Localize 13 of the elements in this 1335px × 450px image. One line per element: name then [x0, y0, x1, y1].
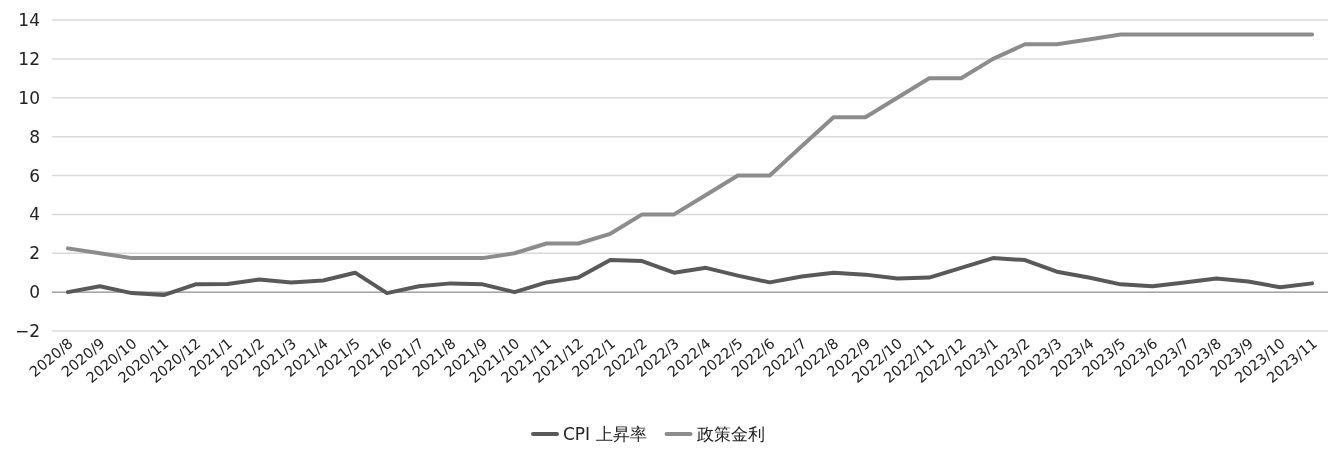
legend-label: CPI 上昇率	[563, 424, 647, 444]
y-tick-label: 6	[29, 165, 40, 186]
y-tick-label: 0	[29, 282, 40, 303]
y-tick-label: 14	[18, 10, 40, 30]
legend-label: 政策金利	[696, 424, 765, 444]
y-tick-label: 2	[29, 243, 40, 264]
y-tick-label: −2	[14, 321, 40, 341]
line-series	[65, 32, 1315, 261]
y-tick-label: 4	[29, 204, 40, 225]
y-tick-label: 8	[29, 126, 40, 147]
line-series	[65, 256, 1315, 298]
y-tick-label: 10	[18, 87, 40, 108]
y-tick-label: 12	[18, 48, 40, 69]
